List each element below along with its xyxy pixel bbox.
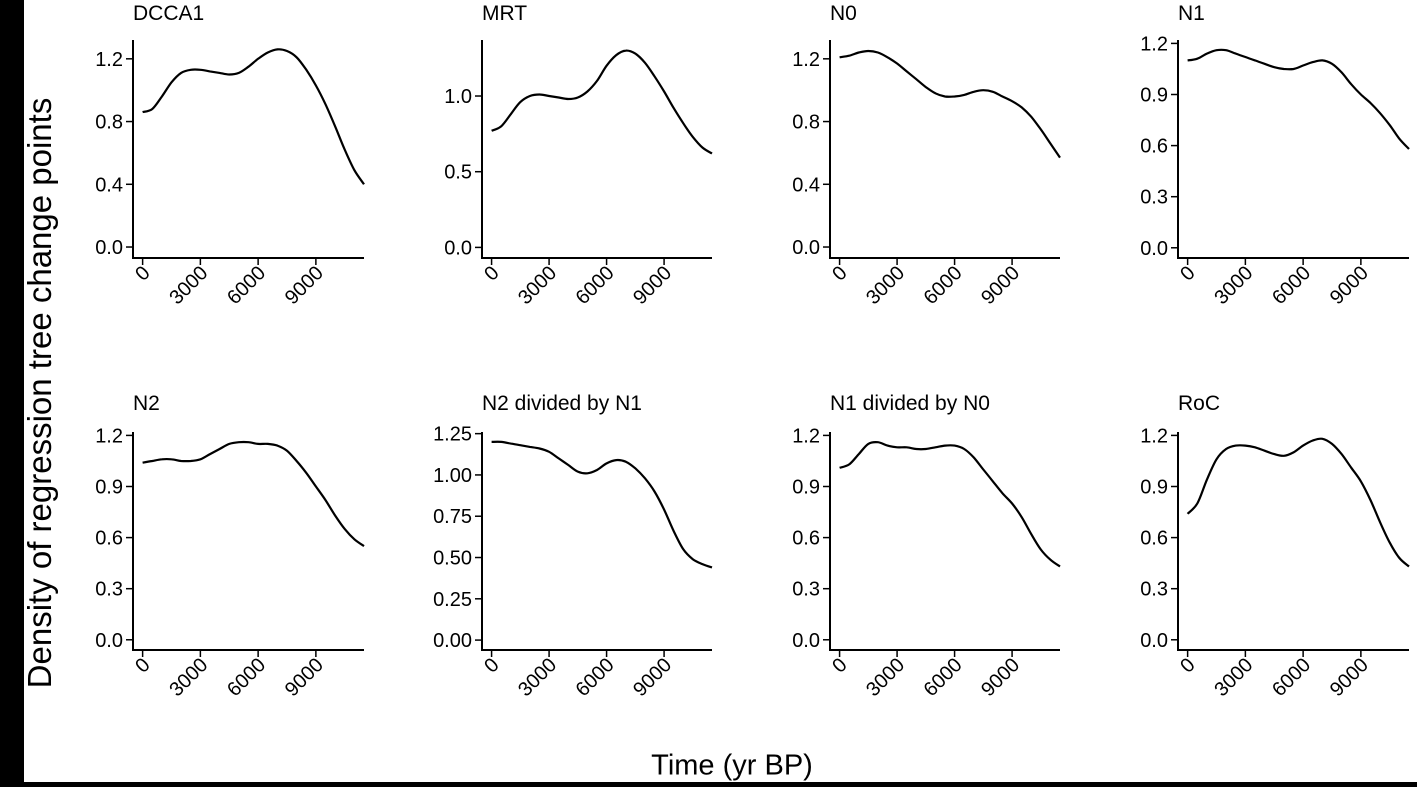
x-tick-label: 0 <box>828 262 851 285</box>
y-tick-label: 0.8 <box>792 112 820 134</box>
x-tick-label: 9000 <box>281 654 328 701</box>
panel-title: N1 divided by N0 <box>830 392 990 415</box>
panel-title: N2 <box>133 392 160 415</box>
density-line <box>142 48 365 185</box>
y-tick-label: 1.00 <box>433 465 472 487</box>
x-tick-label: 6000 <box>572 654 619 701</box>
y-tick-label: 1.0 <box>444 86 472 108</box>
y-tick-label: 0.0 <box>444 237 472 259</box>
y-tick-label: 0.0 <box>1140 630 1168 652</box>
x-tick-label: 3000 <box>1210 262 1257 309</box>
x-tick-label: 0 <box>480 654 503 677</box>
bottom-edge-bar <box>0 782 1417 787</box>
y-tick-label: 0.0 <box>792 237 820 259</box>
x-tick-label: 3000 <box>862 262 909 309</box>
panel-title: DCCA1 <box>133 2 204 25</box>
x-tick-label: 3000 <box>1210 654 1257 701</box>
density-line <box>491 440 713 569</box>
y-tick-label: 0.5 <box>444 162 472 184</box>
y-tick-label: 0.9 <box>792 477 820 499</box>
y-tick-label: 1.2 <box>792 49 820 71</box>
panel-title: RoC <box>1178 392 1220 415</box>
left-edge-bar <box>0 0 24 787</box>
panel-title: N0 <box>830 2 857 25</box>
y-tick-label: 1.25 <box>433 424 472 446</box>
x-tick-label: 0 <box>131 262 154 285</box>
x-tick-label: 0 <box>828 654 851 677</box>
panel-1: DCCA1 0.0 0.4 0.8 1.2 0 3000 6000 9000 <box>95 2 365 309</box>
y-tick-label: 0.0 <box>792 630 820 652</box>
x-tick-label: 9000 <box>1326 262 1373 309</box>
density-line <box>1186 437 1410 568</box>
y-tick-label: 0.50 <box>433 548 472 570</box>
y-tick-label: 1.2 <box>95 425 123 447</box>
x-tick-label: 3000 <box>165 262 212 309</box>
x-tick-label: 9000 <box>1326 654 1373 701</box>
y-tick-label: 0.9 <box>1140 85 1168 107</box>
panel-6: N2 divided by N1 0.00 0.25 0.50 0.75 1.00 1.25… <box>433 392 713 701</box>
x-axis-label: Time (yr BP) <box>651 749 813 782</box>
panel-4: N1 0.0 0.3 0.6 0.9 1.2 0 3000 6000 9000 <box>1140 2 1410 309</box>
y-tick-label: 0.6 <box>1140 136 1168 158</box>
density-line <box>839 440 1061 568</box>
y-tick-label: 1.2 <box>1140 33 1168 55</box>
panel-7: N1 divided by N0 0.0 0.3 0.6 0.9 1.2 0 3000 6000… <box>792 392 1061 701</box>
y-tick-label: 0.0 <box>95 237 123 259</box>
x-tick-label: 3000 <box>165 654 212 701</box>
panel-title: N1 <box>1178 2 1205 25</box>
y-tick-label: 1.2 <box>792 425 820 447</box>
y-tick-label: 0.0 <box>1140 238 1168 260</box>
y-tick-label: 0.25 <box>433 589 472 611</box>
x-tick-label: 3000 <box>514 262 561 309</box>
y-tick-label: 0.6 <box>95 528 123 550</box>
y-tick-label: 1.2 <box>1140 425 1168 447</box>
x-tick-label: 9000 <box>977 262 1024 309</box>
y-tick-label: 0.9 <box>95 477 123 499</box>
panel-title: N2 divided by N1 <box>482 392 642 415</box>
density-line <box>491 49 713 155</box>
panel-2: MRT 0.0 0.5 1.0 0 3000 6000 9000 <box>444 2 713 309</box>
y-tick-label: 0.6 <box>1140 528 1168 550</box>
x-tick-label: 6000 <box>572 262 619 309</box>
x-tick-label: 6000 <box>920 654 967 701</box>
y-tick-label: 0.4 <box>792 174 820 196</box>
x-tick-label: 6000 <box>920 262 967 309</box>
x-tick-label: 9000 <box>977 654 1024 701</box>
panel-8: RoC 0.0 0.3 0.6 0.9 1.2 0 3000 6000 9000 <box>1140 392 1410 701</box>
x-tick-label: 0 <box>480 262 503 285</box>
x-tick-label: 6000 <box>1268 262 1315 309</box>
x-tick-label: 9000 <box>629 654 676 701</box>
y-tick-label: 0.8 <box>95 112 123 134</box>
y-tick-label: 0.4 <box>95 174 123 196</box>
y-tick-label: 0.3 <box>1140 579 1168 601</box>
y-tick-label: 0.6 <box>792 528 820 550</box>
x-tick-label: 9000 <box>629 262 676 309</box>
density-line <box>1187 48 1410 150</box>
x-tick-label: 0 <box>1176 654 1199 677</box>
y-tick-label: 1.2 <box>95 49 123 71</box>
x-tick-label: 6000 <box>223 654 270 701</box>
x-tick-label: 6000 <box>223 262 270 309</box>
density-line <box>839 49 1061 159</box>
panel-title: MRT <box>482 2 527 25</box>
x-tick-label: 0 <box>1176 262 1199 285</box>
y-tick-label: 0.0 <box>95 630 123 652</box>
x-tick-label: 6000 <box>1268 654 1315 701</box>
x-tick-label: 3000 <box>862 654 909 701</box>
y-tick-label: 0.9 <box>1140 477 1168 499</box>
y-tick-label: 0.00 <box>433 630 472 652</box>
x-tick-label: 9000 <box>281 262 328 309</box>
x-tick-label: 3000 <box>514 654 561 701</box>
y-tick-label: 0.3 <box>792 579 820 601</box>
y-tick-label: 0.3 <box>95 579 123 601</box>
y-tick-label: 0.3 <box>1140 187 1168 209</box>
x-tick-label: 0 <box>131 654 154 677</box>
panel-3: N0 0.0 0.4 0.8 1.2 0 3000 6000 9000 <box>792 2 1061 309</box>
panel-5: N2 0.0 0.3 0.6 0.9 1.2 0 3000 6000 9000 <box>95 392 365 701</box>
y-tick-label: 0.75 <box>433 506 472 528</box>
density-line <box>142 440 365 548</box>
